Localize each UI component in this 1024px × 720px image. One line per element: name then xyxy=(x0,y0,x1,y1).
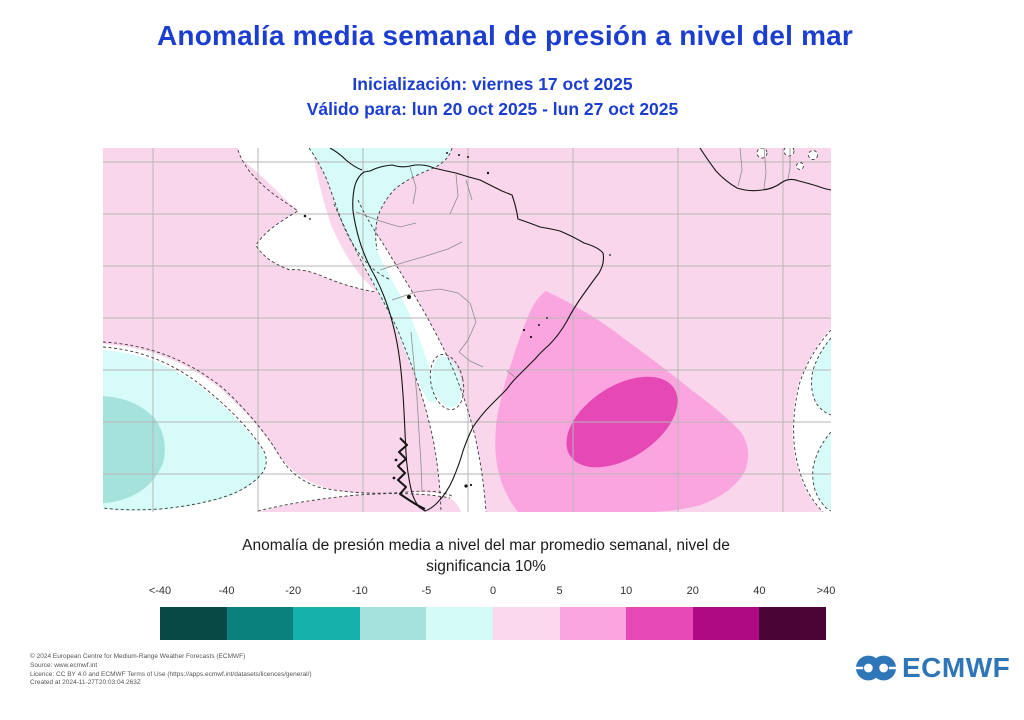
colorbar-segment xyxy=(160,607,227,640)
colorbar-segment xyxy=(692,607,760,640)
footer-source: Source: www.ecmwf.int xyxy=(30,661,98,669)
anomaly-shading xyxy=(103,148,831,512)
coastlines xyxy=(303,148,831,512)
footer-copyright: © 2024 European Centre for Medium-Range … xyxy=(30,653,246,660)
ecmwf-logo-text: ECMWF xyxy=(902,652,1011,683)
colorbar-segment xyxy=(759,607,826,640)
map-svg xyxy=(103,148,831,512)
valid-subtitle: Válido para: lun 20 oct 2025 - lun 27 oc… xyxy=(306,99,679,119)
colorbar-tick-label: >40 xyxy=(816,585,836,597)
footer-licence: Licence: CC BY 4.0 and ECMWF Terms of Us… xyxy=(30,670,312,678)
anomaly-map xyxy=(103,148,831,512)
map-caption: Anomalía de presión media a nivel del ma… xyxy=(103,536,869,578)
caption-line-2: significancia 10% xyxy=(426,557,546,575)
colorbar xyxy=(160,607,826,640)
colorbar-segment xyxy=(226,607,294,640)
footer: © 2024 European Centre for Medium-Range … xyxy=(30,653,312,688)
colorbar-segment xyxy=(359,607,427,640)
colorbar-tick-label: <-40 xyxy=(148,585,172,597)
colorbar-segment xyxy=(426,607,493,640)
significance-contours xyxy=(103,148,831,512)
init-subtitle: Inicialización: viernes 17 oct 2025 xyxy=(352,74,633,94)
colorbar-segment xyxy=(559,607,627,640)
colorbar-tick-label: 10 xyxy=(620,585,633,597)
colorbar-segment xyxy=(626,607,693,640)
ecmwf-logo-icon xyxy=(855,655,897,681)
colorbar-tick-label: 5 xyxy=(556,585,563,597)
caption-line-1: Anomalía de presión media a nivel del ma… xyxy=(242,537,730,554)
footer-created: Created at 2024-11-27T20:03:04.263Z xyxy=(30,679,141,687)
colorbar-labels: <-40 -40 -20 -10 -5 0 5 10 20 40 >40 xyxy=(149,585,836,600)
colorbar-tick-label: -40 xyxy=(218,585,235,597)
colorbar-tick-label: -20 xyxy=(285,585,302,597)
colorbar-segment xyxy=(492,607,560,640)
colorbar-tick-label: -5 xyxy=(421,585,432,597)
colorbar-tick-label: -10 xyxy=(351,585,368,597)
colorbar-segment xyxy=(293,607,360,640)
grid-lines xyxy=(103,148,831,512)
ecmwf-logo: ECMWF xyxy=(855,652,1010,684)
colorbar-tick-label: 40 xyxy=(753,585,766,597)
colorbar-tick-label: 20 xyxy=(686,585,699,597)
country-borders xyxy=(355,148,791,493)
page-title: Anomalía media semanal de presión a nive… xyxy=(156,20,854,51)
colorbar-tick-label: 0 xyxy=(489,585,497,597)
